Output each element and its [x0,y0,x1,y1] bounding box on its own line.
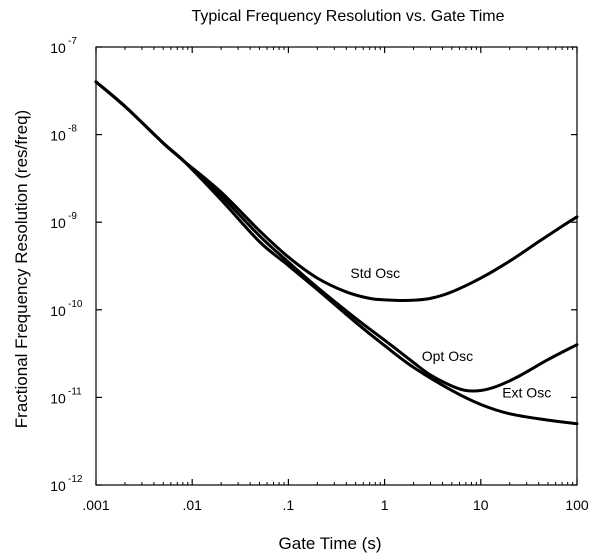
y-tick-label: 10 -8 [50,124,77,144]
x-tick-label: 1 [381,497,389,513]
plot-frame [96,47,577,485]
x-tick-label: .001 [82,497,109,513]
y-tick-exponent: -7 [68,36,77,47]
y-tick-label: 10 -10 [50,299,83,319]
y-tick-base: 10 [50,478,66,494]
x-axis-label: Gate Time (s) [279,534,382,553]
series-lines [96,82,577,424]
series-line-ext-osc [96,82,577,424]
y-tick-label: 10 -7 [50,36,77,56]
chart-title: Typical Frequency Resolution vs. Gate Ti… [191,8,504,25]
series-label-ext-osc: Ext Osc [502,384,551,400]
y-tick-exponent: -8 [68,124,77,135]
x-tick-label: 10 [473,497,489,513]
series-line-opt-osc [96,82,577,391]
y-tick-base: 10 [50,40,66,56]
series-label-opt-osc: Opt Osc [422,348,473,364]
series-line-std-osc [96,82,577,301]
x-tick-label: 100 [565,497,589,513]
y-tick-exponent: -12 [68,474,83,485]
y-tick-label: 10 -11 [50,386,82,406]
y-tick-exponent: -11 [68,386,82,397]
y-axis-label: Fractional Frequency Resolution (res/fre… [12,110,31,428]
y-tick-exponent: -10 [68,299,83,310]
y-tick-exponent: -9 [68,211,77,222]
y-tick-base: 10 [50,215,66,231]
x-tick-label: .1 [283,497,295,513]
y-tick-label: 10 -12 [50,474,83,494]
y-tick-label: 10 -9 [50,211,77,231]
series-label-std-osc: Std Osc [350,265,400,281]
series-labels: Std Osc Opt Osc Ext Osc [350,265,551,400]
y-tick-base: 10 [50,390,66,406]
y-tick-base: 10 [50,128,66,144]
y-tick-base: 10 [50,303,66,319]
x-tick-label: .01 [182,497,202,513]
